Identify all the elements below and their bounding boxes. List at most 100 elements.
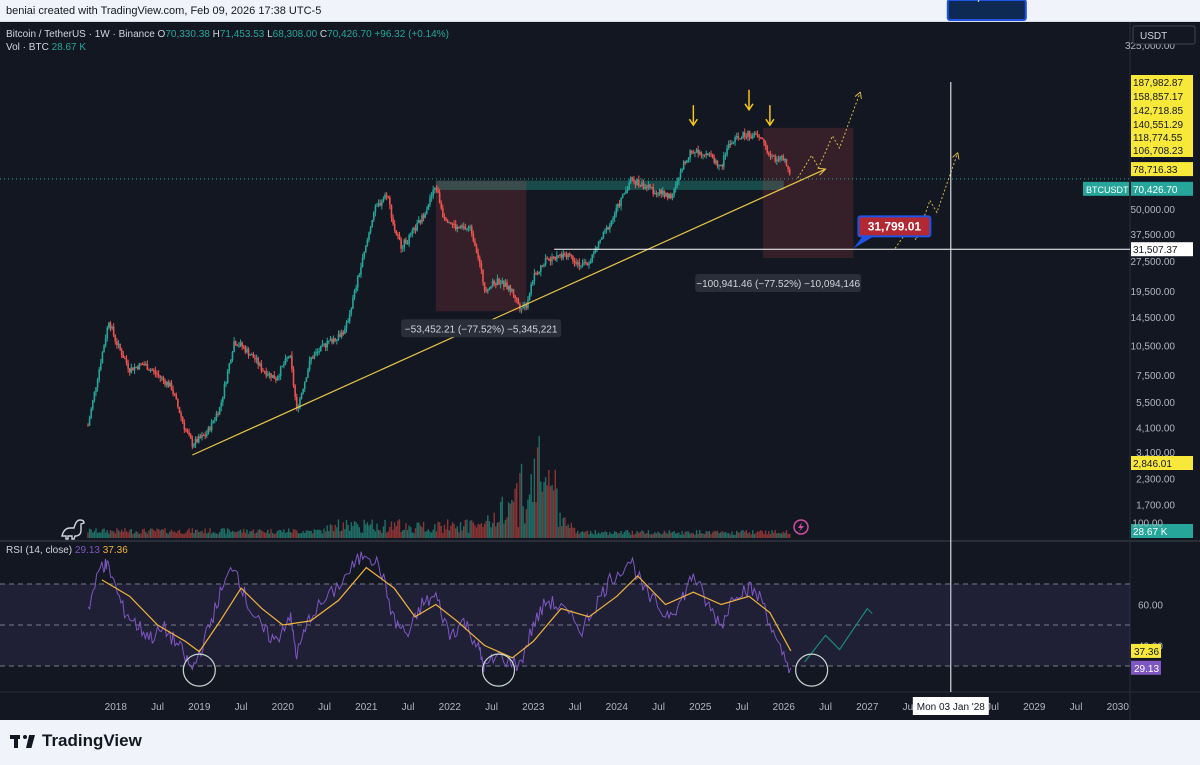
candle-body — [777, 159, 780, 161]
volume-bar — [528, 494, 531, 538]
candle-body — [567, 253, 569, 258]
candle-body — [658, 189, 661, 194]
brand-name: TradingView — [42, 731, 142, 750]
volume-bar — [281, 532, 283, 538]
volume-bar — [631, 530, 634, 538]
volume-bar — [374, 531, 377, 538]
candle-body — [445, 218, 447, 221]
volume-bar — [249, 531, 251, 538]
volume-bar — [668, 530, 670, 538]
candle-body — [584, 262, 587, 264]
volume-bar — [153, 529, 155, 538]
volume-bar — [666, 533, 669, 538]
candle-body — [475, 246, 478, 253]
volume-bar — [472, 522, 475, 538]
volume-bar — [626, 530, 629, 538]
volume-bar — [414, 528, 417, 538]
crosshair-date-label: Mon 03 Jan '28 — [917, 702, 986, 713]
candle-body — [774, 156, 777, 162]
volume-bar — [297, 533, 300, 538]
volume-bar — [209, 528, 211, 538]
volume-bar — [223, 528, 226, 538]
volume-bar — [287, 528, 290, 538]
volume-bar — [774, 530, 776, 538]
volume-bar — [719, 532, 722, 538]
candle-body — [424, 213, 426, 218]
volume-bar — [98, 532, 100, 538]
volume-bar — [572, 527, 574, 538]
candle-body — [649, 184, 651, 188]
candle-body — [246, 349, 248, 353]
candle-body — [601, 237, 603, 240]
candle-body — [453, 223, 455, 225]
time-axis-tick: Jul — [736, 702, 749, 713]
price-axis-label: 158,857.17 — [1133, 92, 1183, 103]
candle-body — [703, 154, 706, 156]
volume-bar — [389, 526, 391, 538]
candle-body — [247, 349, 250, 356]
candle-body — [637, 179, 640, 185]
candle-body — [737, 136, 740, 139]
volume-bar — [183, 533, 186, 538]
candle-body — [130, 367, 133, 373]
time-axis-tick: 2030 — [1107, 702, 1130, 713]
volume-bar — [506, 517, 508, 538]
chart-canvas[interactable]: 203,421.69 31,799.01 −53,452.21 (−77.52%) … — [0, 0, 1200, 720]
candle-body — [613, 214, 616, 218]
volume-bar — [127, 532, 129, 538]
candle-body — [287, 356, 290, 358]
volume-bar — [283, 529, 285, 538]
volume-bar — [739, 532, 741, 538]
candle-body — [771, 155, 773, 157]
candle-body — [437, 189, 439, 193]
volume-bar — [398, 519, 401, 538]
volume-bar — [244, 532, 247, 538]
volume-bar — [522, 506, 524, 538]
candle-body — [340, 332, 343, 337]
volume-bar — [586, 530, 589, 538]
candle-body — [641, 182, 643, 187]
volume-bar — [432, 529, 434, 538]
candle-body — [573, 260, 576, 263]
volume-bar — [349, 530, 351, 538]
projection-path-2-arrowhead — [952, 152, 960, 160]
volume-bar — [641, 530, 643, 538]
candle-body — [161, 377, 163, 379]
candle-body — [205, 433, 208, 436]
candle-body — [721, 164, 724, 167]
down-arrow-icon-head — [744, 103, 754, 112]
volume-bar — [520, 463, 523, 538]
candle-body — [572, 255, 574, 261]
candle-body — [153, 370, 155, 372]
volume-bar — [395, 526, 397, 538]
candle-body — [544, 258, 547, 265]
candle-body — [450, 222, 452, 224]
candle-body — [652, 187, 655, 194]
volume-bar — [167, 533, 169, 538]
tradingview-brand[interactable]: TradingView — [10, 731, 142, 751]
candle-body — [462, 226, 465, 228]
candle-body — [639, 184, 642, 187]
candle-body — [702, 154, 704, 156]
lightning-icon[interactable] — [793, 519, 809, 535]
price-axis-label-bg — [1131, 117, 1193, 131]
volume-bar — [442, 532, 444, 538]
time-axis-tick: 2023 — [522, 702, 545, 713]
volume-bar — [742, 530, 744, 538]
volume-bar — [268, 533, 271, 538]
volume-bar — [737, 532, 740, 538]
drawdown-label: −53,452.21 (−77.52%) −5,345,221 — [405, 324, 558, 335]
candle-body — [271, 375, 274, 378]
volume-bar — [467, 532, 470, 538]
volume-bar — [340, 530, 343, 538]
candle-body — [165, 381, 168, 385]
candle-body — [263, 370, 266, 372]
volume-bar — [596, 533, 598, 538]
volume-bar — [577, 530, 579, 538]
volume-bar — [605, 532, 608, 538]
volume-bar — [538, 435, 540, 538]
volume-bar — [779, 533, 781, 538]
volume-bar — [450, 525, 452, 538]
price-axis-tick: 10,500.00 — [1131, 341, 1176, 352]
candle-body — [743, 132, 746, 137]
